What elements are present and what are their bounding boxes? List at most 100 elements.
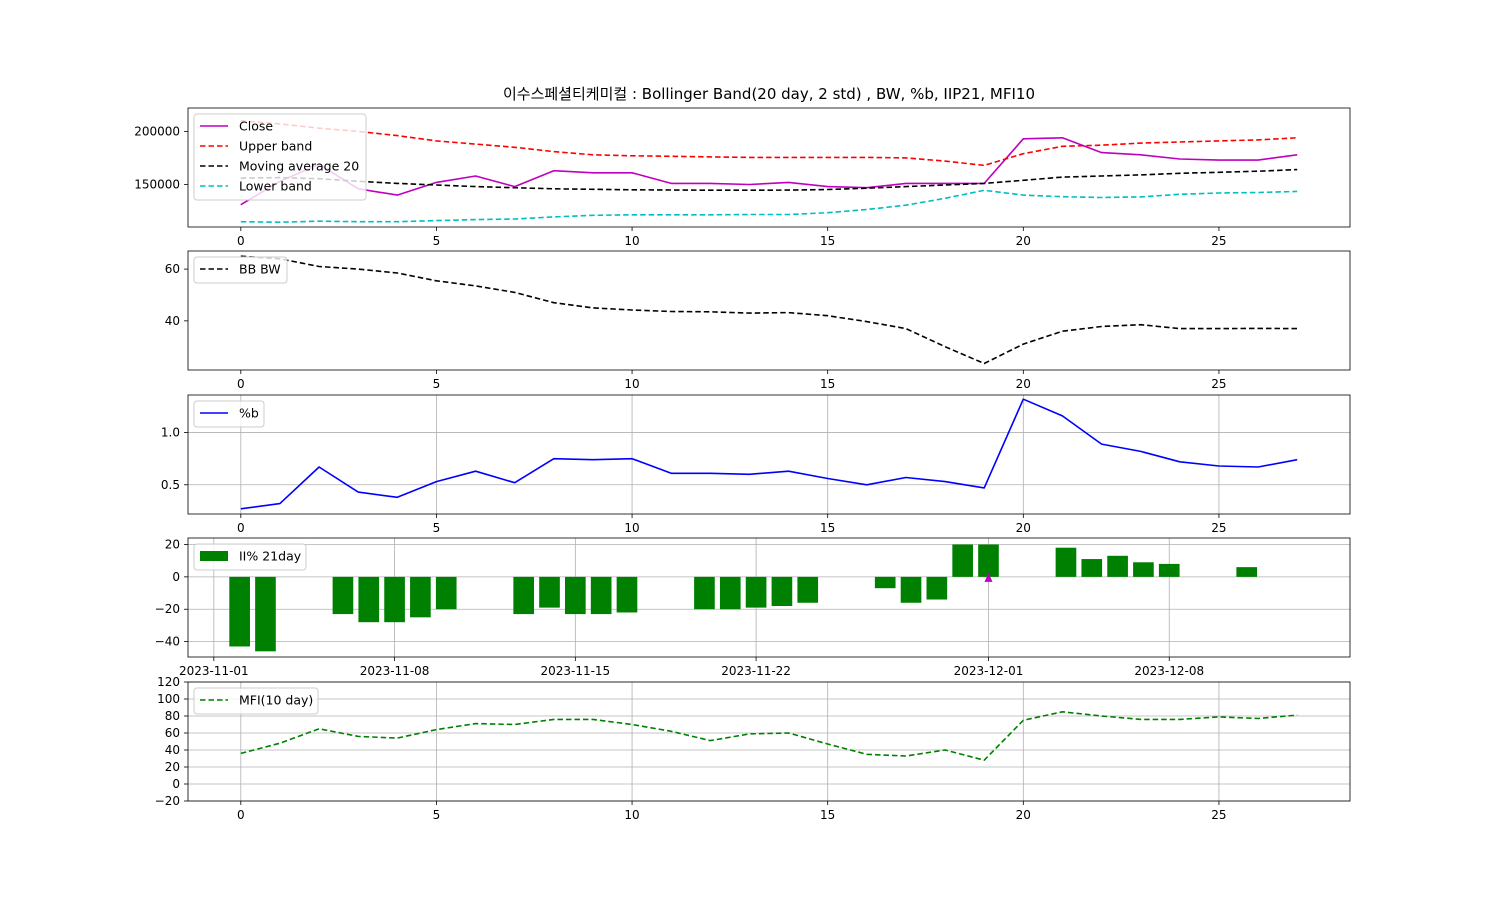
x-tick-label: 20 [1016, 808, 1031, 822]
series-line [240, 255, 1298, 365]
bar [978, 544, 999, 577]
bar [513, 576, 535, 615]
legend-box [193, 400, 265, 428]
y-tick-label: 1.0 [161, 426, 180, 440]
bar [229, 576, 250, 647]
y-tick-label: 80 [165, 709, 180, 723]
x-tick-label: 0 [237, 234, 245, 248]
bar [616, 576, 638, 613]
bar [590, 576, 612, 615]
x-tick-label: 25 [1211, 377, 1226, 391]
bar [358, 576, 380, 623]
legend-label: Moving average 20 [239, 159, 359, 174]
bar [745, 576, 767, 608]
axes-frame [187, 537, 1351, 658]
bar [719, 576, 741, 610]
series-line [240, 398, 1298, 510]
bar [694, 576, 715, 610]
legend-box [193, 543, 307, 571]
x-tick-label: 2023-12-08 [1134, 664, 1204, 678]
x-tick-label: 0 [237, 521, 245, 535]
x-tick-label: 20 [1016, 521, 1031, 535]
axes-frame [187, 681, 1351, 802]
x-tick-label: 5 [433, 808, 441, 822]
y-tick-label: 0 [172, 777, 180, 791]
bar [797, 576, 819, 603]
bar [1133, 562, 1154, 577]
panel-percent_b: 0 5 10 15 20 25 0.5 1.0 %b [161, 394, 1351, 535]
x-tick-label: 25 [1211, 234, 1226, 248]
x-tick-label: 10 [624, 521, 639, 535]
panel-mfi10: 0 5 10 15 20 25 −20 0 20 40 60 80 100 120 MFI(10 day) [155, 675, 1351, 822]
series-line [240, 120, 1298, 167]
x-tick-label: 0 [237, 808, 245, 822]
panel-iip21: 2023-11-01 2023-11-08 2023-11-15 2023-11-22… [155, 537, 1351, 678]
legend-label: Upper band [239, 139, 312, 154]
x-tick-label: 10 [624, 808, 639, 822]
y-tick-label: 100 [157, 692, 180, 706]
bar [435, 576, 457, 610]
y-tick-label: −20 [155, 602, 180, 616]
series-line [240, 168, 1298, 191]
y-tick-label: 60 [165, 726, 180, 740]
marker-triangle [984, 572, 993, 582]
series-line [240, 710, 1298, 762]
bar [771, 576, 793, 606]
y-tick-label: −40 [155, 635, 180, 649]
series-line [240, 137, 1298, 206]
axes-frame [187, 107, 1351, 228]
x-tick-label: 2023-11-15 [540, 664, 610, 678]
bar [332, 576, 354, 615]
x-tick-label: 20 [1016, 234, 1031, 248]
x-tick-label: 15 [820, 377, 835, 391]
bar [1236, 567, 1258, 577]
bar [410, 576, 431, 618]
bar [1081, 559, 1103, 577]
series-line [240, 189, 1298, 223]
bar [384, 576, 405, 623]
x-tick-label: 2023-11-01 [179, 664, 249, 678]
y-tick-label: 20 [165, 760, 180, 774]
x-tick-label: 5 [433, 521, 441, 535]
legend-box [193, 256, 288, 284]
y-tick-label: 200000 [134, 124, 180, 138]
figure-title: 이수스페셜티케미컬 : Bollinger Band(20 day, 2 std… [503, 85, 1035, 103]
x-tick-label: 10 [624, 377, 639, 391]
legend-box [193, 687, 319, 715]
x-tick-label: 15 [820, 234, 835, 248]
bar [874, 576, 896, 589]
bar [1107, 555, 1128, 577]
bar [539, 576, 560, 608]
legend-swatch [200, 551, 228, 561]
legend-label: II% 21day [239, 549, 302, 564]
y-tick-label: 40 [165, 743, 180, 757]
x-tick-label: 25 [1211, 521, 1226, 535]
legend-label: Close [239, 119, 273, 134]
bar [1055, 547, 1077, 577]
legend-label: Lower band [239, 179, 312, 194]
y-tick-label: 0.5 [161, 478, 180, 492]
x-tick-label: 15 [820, 808, 835, 822]
y-tick-label: 60 [165, 262, 180, 276]
bar [255, 576, 276, 652]
panel-bollinger: 0 5 10 15 20 25 150000 200000 Close Upper band Mov… [134, 107, 1351, 248]
y-tick-label: 150000 [134, 178, 180, 192]
x-tick-label: 5 [433, 377, 441, 391]
bar [926, 576, 948, 600]
y-tick-label: 120 [157, 675, 180, 689]
x-tick-label: 10 [624, 234, 639, 248]
bar [565, 576, 586, 615]
y-tick-label: 0 [172, 570, 180, 584]
bar [952, 544, 973, 577]
y-tick-label: 20 [165, 537, 180, 551]
x-tick-label: 2023-11-08 [360, 664, 430, 678]
x-tick-label: 15 [820, 521, 835, 535]
axes-frame [187, 394, 1351, 515]
legend-label: %b [239, 406, 259, 421]
axes-frame [187, 250, 1351, 371]
legend-label: BB BW [239, 262, 281, 277]
legend-box [193, 113, 367, 201]
x-tick-label: 5 [433, 234, 441, 248]
